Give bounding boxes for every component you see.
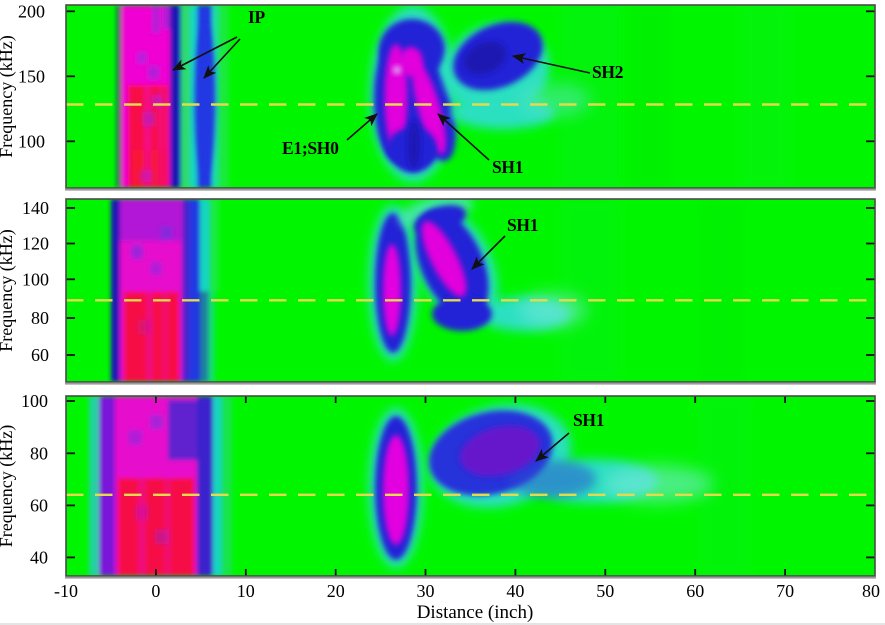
svg-text:E1;SH0: E1;SH0	[282, 138, 339, 158]
svg-text:100: 100	[22, 269, 49, 289]
svg-text:20: 20	[327, 581, 345, 601]
svg-text:60: 60	[30, 495, 48, 515]
svg-text:50: 50	[596, 581, 614, 601]
svg-text:70: 70	[776, 581, 794, 601]
svg-text:80: 80	[30, 443, 48, 463]
svg-text:Distance (inch): Distance (inch)	[417, 602, 534, 623]
svg-text:0: 0	[151, 581, 160, 601]
svg-text:Frequency (kHz): Frequency (kHz)	[0, 229, 17, 351]
svg-text:140: 140	[22, 198, 49, 218]
svg-text:30: 30	[417, 581, 435, 601]
svg-text:SH1: SH1	[492, 157, 523, 177]
svg-text:Frequency (kHz): Frequency (kHz)	[0, 425, 17, 547]
svg-text:Frequency (kHz): Frequency (kHz)	[0, 35, 17, 157]
svg-text:IP: IP	[248, 7, 266, 27]
svg-text:120: 120	[22, 234, 49, 254]
svg-text:SH1: SH1	[507, 215, 538, 235]
svg-text:SH1: SH1	[573, 410, 604, 430]
svg-text:80: 80	[862, 581, 880, 601]
svg-text:40: 40	[506, 581, 524, 601]
svg-text:-10: -10	[54, 581, 78, 601]
svg-text:10: 10	[237, 581, 255, 601]
svg-text:SH2: SH2	[592, 62, 623, 82]
svg-text:100: 100	[18, 132, 45, 152]
svg-text:60: 60	[31, 345, 49, 365]
svg-text:100: 100	[21, 391, 48, 411]
svg-text:200: 200	[18, 2, 45, 22]
svg-text:80: 80	[31, 308, 49, 328]
svg-text:150: 150	[18, 67, 45, 87]
svg-text:40: 40	[30, 547, 48, 567]
svg-text:60: 60	[686, 581, 704, 601]
